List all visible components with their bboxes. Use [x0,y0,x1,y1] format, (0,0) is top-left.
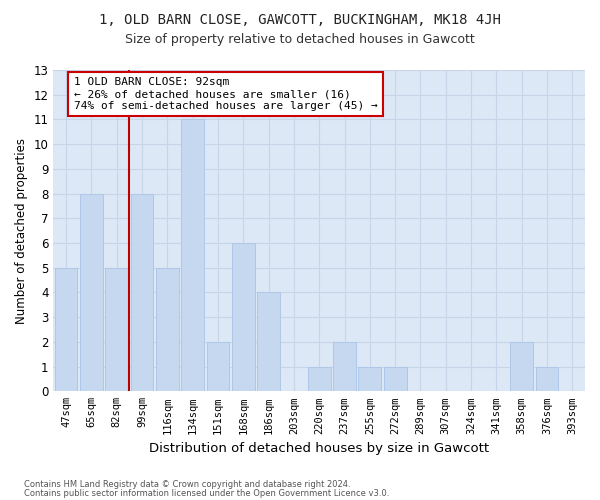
Bar [156,268,179,392]
Y-axis label: Number of detached properties: Number of detached properties [15,138,28,324]
Bar [131,194,154,392]
Bar [257,292,280,392]
Bar [358,366,381,392]
Bar [181,120,204,392]
Text: Contains public sector information licensed under the Open Government Licence v3: Contains public sector information licen… [24,488,389,498]
Bar [206,342,229,392]
Bar [308,366,331,392]
Text: Contains HM Land Registry data © Crown copyright and database right 2024.: Contains HM Land Registry data © Crown c… [24,480,350,489]
Bar [55,268,77,392]
Bar [106,268,128,392]
Text: 1, OLD BARN CLOSE, GAWCOTT, BUCKINGHAM, MK18 4JH: 1, OLD BARN CLOSE, GAWCOTT, BUCKINGHAM, … [99,12,501,26]
Bar [80,194,103,392]
Bar [511,342,533,392]
Bar [333,342,356,392]
Bar [536,366,559,392]
Text: Size of property relative to detached houses in Gawcott: Size of property relative to detached ho… [125,32,475,46]
Bar [232,243,254,392]
X-axis label: Distribution of detached houses by size in Gawcott: Distribution of detached houses by size … [149,442,489,455]
Text: 1 OLD BARN CLOSE: 92sqm
← 26% of detached houses are smaller (16)
74% of semi-de: 1 OLD BARN CLOSE: 92sqm ← 26% of detache… [74,78,377,110]
Bar [384,366,407,392]
